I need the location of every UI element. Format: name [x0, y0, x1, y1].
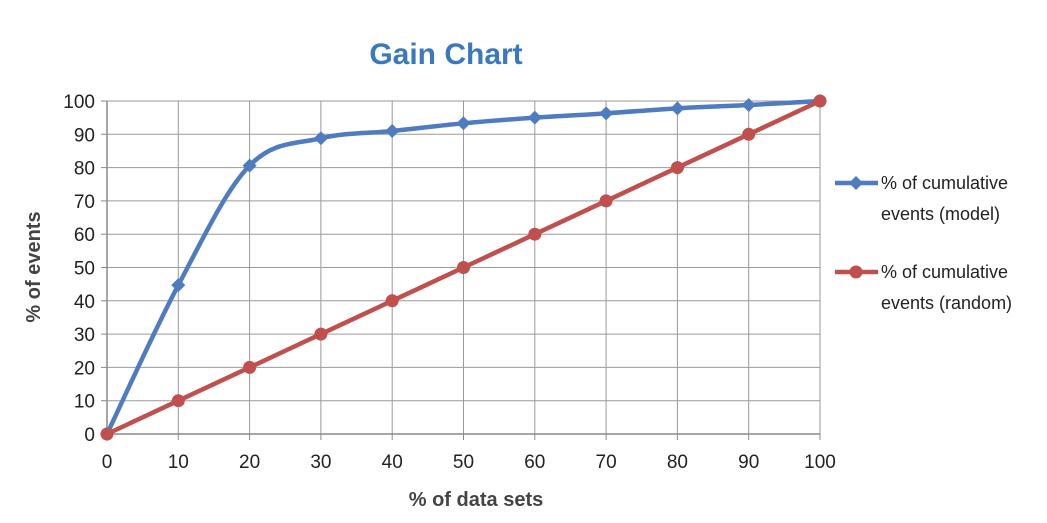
y-tick-label-80: 80 — [74, 159, 95, 180]
legend-item-random: % of cumulative events (random) — [835, 262, 1012, 313]
x-tick-label-20: 20 — [239, 452, 260, 473]
y-tick-label-50: 50 — [74, 259, 95, 280]
x-tick-label-50: 50 — [453, 452, 474, 473]
y-tick-label-30: 30 — [74, 325, 95, 346]
x-tick-label-100: 100 — [804, 452, 836, 473]
x-tick-label-80: 80 — [667, 452, 688, 473]
axis-ticks: 0 10 20 30 40 50 60 70 80 90 100 0 10 20 30 40 50 60 70 80 9… — [63, 92, 836, 473]
data-point-model-80 — [670, 101, 685, 116]
series-markers — [100, 94, 827, 441]
data-point-random-70 — [599, 194, 613, 208]
legend-marker-model — [849, 176, 863, 190]
legend-label-random-line-1: % of cumulative — [881, 262, 1008, 282]
legend-label-model-line-2: events (model) — [881, 204, 1000, 224]
data-point-model-20 — [242, 158, 257, 173]
series-line-model — [104, 98, 823, 437]
data-point-random-100 — [813, 94, 827, 108]
data-point-random-80 — [670, 161, 684, 175]
data-point-model-60 — [527, 110, 542, 125]
y-tick-label-20: 20 — [74, 358, 95, 379]
data-point-random-60 — [528, 227, 542, 241]
x-tick-label-10: 10 — [168, 452, 189, 473]
data-point-model-30 — [313, 131, 328, 146]
y-tick-label-10: 10 — [74, 392, 95, 413]
y-tick-label-0: 0 — [84, 425, 95, 446]
data-point-random-20 — [243, 360, 257, 374]
x-tick-label-70: 70 — [596, 452, 617, 473]
x-tick-label-0: 0 — [102, 452, 113, 473]
x-tick-label-60: 60 — [524, 452, 545, 473]
y-tick-label-100: 100 — [63, 92, 95, 113]
legend-marker-random — [849, 265, 863, 279]
data-point-model-40 — [385, 123, 400, 138]
data-point-model-70 — [599, 106, 614, 121]
x-axis-label: % of data sets — [409, 489, 543, 511]
grid-lines — [101, 100, 821, 440]
data-point-random-0 — [100, 427, 114, 441]
data-point-model-90 — [741, 97, 756, 112]
data-point-random-40 — [385, 294, 399, 308]
y-tick-label-70: 70 — [74, 192, 95, 213]
data-point-model-50 — [456, 116, 471, 131]
x-tick-label-30: 30 — [310, 452, 331, 473]
data-point-random-10 — [171, 394, 185, 408]
y-axis-label: % of events — [23, 211, 45, 322]
y-tick-label-90: 90 — [74, 125, 95, 146]
legend-item-model: % of cumulative events (model) — [835, 173, 1008, 224]
y-tick-label-40: 40 — [74, 292, 95, 313]
data-point-random-50 — [457, 261, 470, 274]
x-tick-label-90: 90 — [738, 452, 759, 473]
y-tick-label-60: 60 — [74, 225, 95, 246]
x-tick-label-40: 40 — [382, 452, 403, 473]
legend-label-model-line-1: % of cumulative — [881, 173, 1008, 193]
data-point-model-10 — [171, 278, 186, 293]
chart-title: Gain Chart — [369, 38, 522, 71]
data-point-random-30 — [314, 327, 328, 341]
data-point-random-90 — [742, 127, 756, 141]
legend-label-random-line-2: events (random) — [881, 293, 1012, 313]
